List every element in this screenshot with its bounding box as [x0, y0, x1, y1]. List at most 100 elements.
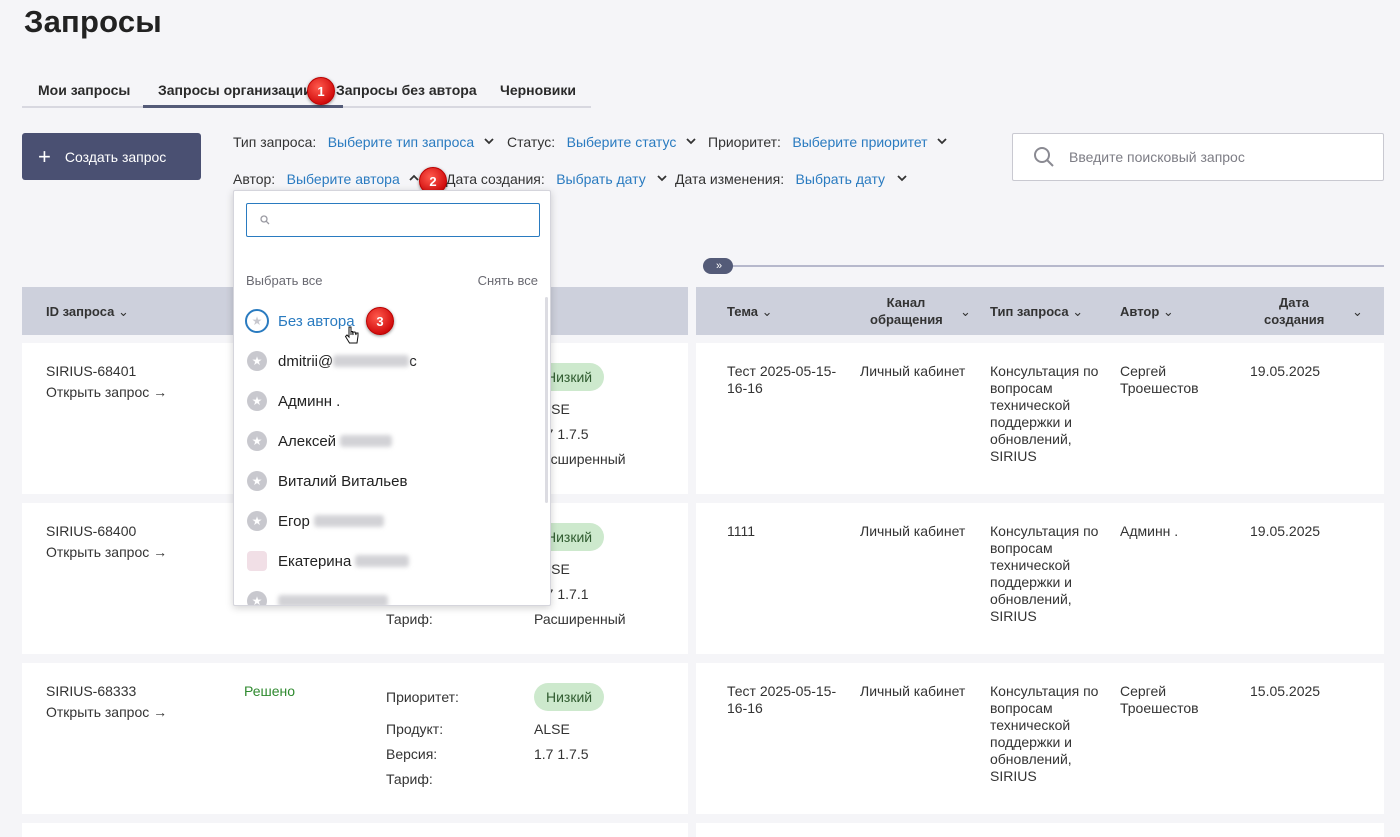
star-icon: ★ — [247, 431, 267, 451]
sort-icon[interactable]: ⌄ — [960, 304, 971, 319]
star-icon: ★ — [247, 471, 267, 491]
star-icon: ★ — [247, 351, 267, 371]
topic-cell: 1111 — [727, 523, 756, 539]
tab-my-requests[interactable]: Мои запросы — [38, 82, 131, 98]
author-option[interactable]: ★ dmitrii@ c — [234, 341, 550, 381]
filter-status-select[interactable]: Выберите статус — [566, 134, 677, 150]
sort-icon[interactable]: ⌄ — [1352, 304, 1363, 319]
star-icon: ★ — [247, 511, 267, 531]
author-cell: Сергей Троешестов — [1120, 363, 1199, 396]
filter-modified-label: Дата изменения: — [675, 171, 785, 187]
filter-created-label: Дата создания: — [446, 171, 545, 187]
open-request-link[interactable]: Открыть запрос → — [46, 704, 168, 720]
version-value: 1.7 1.7.5 — [534, 746, 589, 762]
filter-modified: Дата изменения: Выбрать дату — [675, 171, 908, 189]
product-value: ALSE — [534, 721, 570, 737]
chevron-down-icon[interactable] — [656, 172, 668, 184]
created-cell: 19.05.2025 — [1250, 363, 1321, 379]
search-placeholder: Введите поисковый запрос — [1069, 149, 1245, 165]
filter-author-select[interactable]: Выберите автора — [286, 171, 400, 187]
author-option-no-author[interactable]: ★ Без автора — [234, 301, 550, 341]
filter-author: Автор: Выберите автора — [233, 171, 420, 189]
author-option[interactable]: ★ Виталий Витальев — [234, 461, 550, 501]
filter-modified-select[interactable]: Выбрать дату — [795, 171, 886, 187]
status-cell: Решено — [244, 683, 296, 699]
chevron-up-icon[interactable] — [408, 172, 420, 184]
request-id-link[interactable]: SIRIUS-68333 — [46, 683, 137, 699]
author-option-suffix: c — [409, 352, 417, 370]
table-row[interactable]: Тест 2025-05-15-16-16 Личный кабинет Кон… — [696, 663, 1384, 814]
dropdown-scrollbar[interactable] — [545, 297, 548, 503]
priority-label: Приоритет: — [386, 689, 459, 705]
request-id-link[interactable]: SIRIUS-68401 — [46, 363, 137, 379]
version-label: Версия: — [386, 746, 438, 762]
table-row[interactable]: 1111 Личный кабинет Консультация по вопр… — [696, 503, 1384, 654]
column-header-id[interactable]: ID запроса ⌄ — [46, 304, 129, 319]
table-row[interactable]: SIRIUS-68333 Открыть запрос → Решено При… — [22, 663, 688, 814]
created-cell: 19.05.2025 — [1250, 523, 1321, 539]
column-header-topic[interactable]: Тема ⌄ — [727, 304, 773, 319]
filter-priority-select[interactable]: Выберите приоритет — [792, 134, 928, 150]
tab-drafts[interactable]: Черновики — [500, 82, 577, 98]
author-option[interactable]: ★ Админн . — [234, 381, 550, 421]
author-option-label: Алексей — [278, 432, 337, 450]
star-icon: ★ — [245, 309, 269, 333]
author-dropdown: Выбрать все Снять все ★ Без автора ★ dmi… — [233, 190, 551, 606]
channel-cell: Личный кабинет — [860, 363, 966, 379]
filter-priority-label: Приоритет: — [708, 134, 781, 150]
scroll-right-button[interactable]: » — [703, 258, 733, 274]
filter-status: Статус: Выберите статус — [507, 134, 697, 152]
table-row[interactable] — [696, 823, 1384, 837]
filter-type: Тип запроса: Выберите тип запроса — [233, 134, 495, 152]
open-request-link[interactable]: Открыть запрос → — [46, 384, 168, 400]
type-cell: Консультация по вопросам технической под… — [990, 363, 1099, 464]
author-cell: Сергей Троешестов — [1120, 683, 1199, 716]
column-header-channel[interactable]: Канал обращения — [870, 295, 943, 327]
column-header-type[interactable]: Тип запроса ⌄ — [990, 304, 1084, 319]
author-option-label: Егор — [278, 512, 310, 530]
search-icon — [1034, 147, 1054, 167]
create-request-button[interactable]: + Создать запрос — [22, 133, 201, 180]
priority-badge: Низкий — [534, 683, 605, 711]
create-request-label: Создать запрос — [64, 148, 167, 165]
clear-all-link[interactable]: Снять все — [477, 273, 538, 288]
author-option[interactable]: ★ Алексей — [234, 421, 550, 461]
search-input[interactable]: Введите поисковый запрос — [1012, 133, 1384, 181]
author-option[interactable]: Екатерина — [234, 541, 550, 581]
chevron-down-icon[interactable] — [896, 172, 908, 184]
redacted-text — [278, 595, 388, 605]
chevron-down-icon[interactable] — [483, 135, 495, 147]
star-icon: ★ — [247, 591, 267, 605]
chevron-down-icon[interactable] — [936, 135, 948, 147]
table-row[interactable]: Тест 2025-05-15-16-16 Личный кабинет Кон… — [696, 343, 1384, 494]
filter-type-select[interactable]: Выберите тип запроса — [327, 134, 475, 150]
author-search-input[interactable] — [246, 203, 540, 237]
column-header-created[interactable]: Дата создания — [1264, 295, 1325, 327]
table-row[interactable] — [22, 823, 688, 837]
author-option-label: dmitrii@ — [278, 352, 334, 370]
request-id-link[interactable]: SIRIUS-68400 — [46, 523, 137, 539]
tab-bar: Мои запросы Запросы организации Запросы … — [22, 78, 591, 108]
author-option[interactable]: ★ — [234, 581, 550, 605]
chevron-down-icon[interactable] — [685, 135, 697, 147]
tariff-label: Тариф: — [386, 611, 433, 627]
filter-created-select[interactable]: Выбрать дату — [556, 171, 646, 187]
star-icon: ★ — [247, 391, 267, 411]
tab-org-requests[interactable]: Запросы организации — [158, 82, 312, 98]
column-header-author[interactable]: Автор ⌄ — [1120, 304, 1174, 319]
tariff-value: Расширенный — [534, 451, 626, 467]
topic-cell: Тест 2025-05-15-16-16 — [727, 683, 837, 716]
author-option[interactable]: ★ Егор — [234, 501, 550, 541]
redacted-text — [340, 435, 393, 447]
open-request-link[interactable]: Открыть запрос → — [46, 544, 168, 560]
tab-no-author-requests[interactable]: Запросы без автора — [336, 82, 477, 98]
select-all-link[interactable]: Выбрать все — [246, 273, 323, 288]
horizontal-scroll-track[interactable] — [703, 265, 1384, 267]
redacted-text — [313, 515, 384, 527]
channel-cell: Личный кабинет — [860, 523, 966, 539]
active-tab-indicator — [143, 105, 343, 108]
product-label: Продукт: — [386, 721, 444, 737]
filter-created: Дата создания: Выбрать дату — [446, 171, 668, 189]
tariff-value: Расширенный — [534, 611, 626, 627]
redacted-text — [355, 555, 410, 567]
